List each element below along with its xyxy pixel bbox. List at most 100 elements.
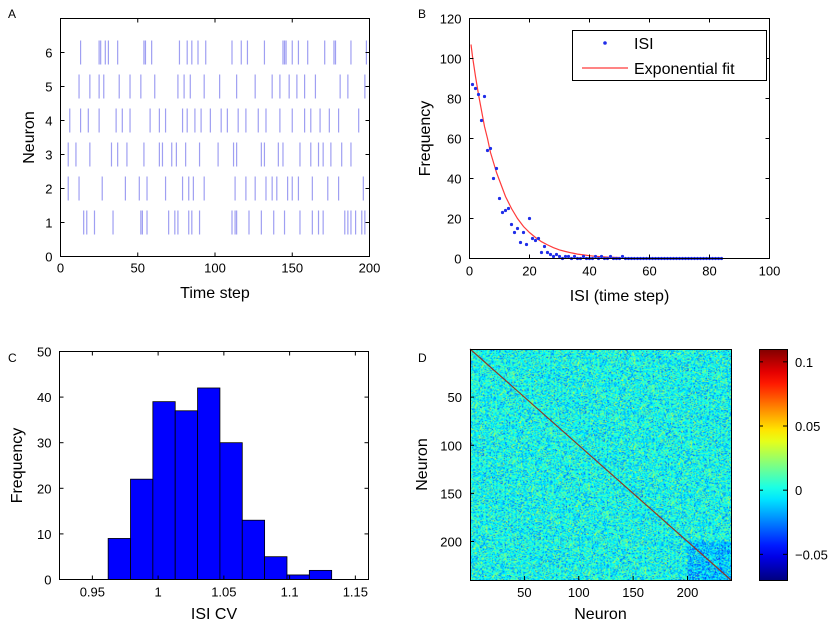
y-axis-label: Neuron (414, 438, 431, 490)
isi-point (488, 146, 493, 151)
isi-point (482, 94, 487, 99)
x-tick-label: 200 (677, 585, 699, 600)
colorbar-frame (759, 349, 788, 581)
y-tick-label: 0 (45, 250, 52, 265)
panel-label: B (418, 7, 426, 21)
histogram-bar (197, 387, 221, 580)
y-tick-label: 1 (45, 216, 52, 231)
isi-point (563, 254, 568, 259)
y-tick-label: 100 (440, 52, 462, 67)
y-tick-label: 10 (37, 527, 51, 542)
raster-row-neuron-4 (69, 108, 360, 133)
y-tick-label: 0 (44, 573, 51, 588)
isi-point (473, 86, 478, 91)
x-tick-label: 150 (281, 261, 303, 276)
histogram-bars (107, 387, 333, 580)
axes-frame (470, 349, 732, 581)
x-tick-label: 100 (759, 264, 781, 279)
histogram-bar (241, 519, 266, 580)
isi-points (470, 82, 724, 261)
raster-row-neuron-1 (83, 210, 366, 235)
isi-point (509, 222, 514, 227)
isi-point (536, 236, 541, 241)
histogram-bar (130, 478, 154, 580)
x-tick-label: 0 (466, 264, 473, 279)
y-tick-label: 3 (45, 148, 52, 163)
y-tick-label: 50 (448, 390, 462, 405)
x-tick-label: 0.95 (80, 585, 105, 600)
y-tick-label: 4 (45, 114, 52, 129)
isi-point (593, 254, 598, 259)
x-axis-label: Neuron (574, 606, 626, 623)
isi-point (518, 240, 523, 245)
histogram-bar (219, 442, 243, 580)
histogram-bar (107, 538, 131, 580)
y-tick-label: 40 (37, 390, 51, 405)
legend-marker-isi (603, 41, 607, 45)
panel-label: D (418, 351, 427, 365)
histogram-bar (174, 410, 198, 580)
y-tick-label: 50 (37, 345, 51, 360)
y-tick-label: 80 (447, 92, 461, 107)
y-tick-label: 5 (45, 80, 52, 95)
histogram-bar (286, 574, 310, 580)
isi-point (599, 254, 604, 259)
raster-spikes (67, 40, 368, 235)
raster-row-neuron-2 (67, 176, 364, 201)
panel-d-weight-matrix: 50 100 150 200 50 100 150 200 Neuron Neuron D 0.1 0.… (414, 348, 828, 623)
isi-point (470, 82, 475, 87)
y-tick-label: 120 (440, 12, 462, 27)
y-tick-label: 100 (440, 438, 462, 453)
y-tick-label: 20 (447, 212, 461, 227)
isi-point (566, 254, 571, 259)
colorbar-tick-label: 0.1 (795, 355, 813, 370)
isi-point (506, 206, 511, 211)
heatmap-diagonal (469, 348, 732, 581)
x-axis-label: Time step (180, 285, 250, 302)
isi-point (521, 230, 526, 235)
isi-point (497, 196, 502, 201)
x-tick-label: 50 (131, 261, 145, 276)
isi-point (572, 254, 577, 259)
isi-point (491, 176, 496, 181)
histogram-bar (264, 556, 288, 580)
x-tick-label: 1.05 (211, 585, 236, 600)
x-tick-label: 50 (517, 585, 531, 600)
raster-row-neuron-6 (79, 40, 368, 65)
isi-point (542, 244, 547, 249)
raster-row-neuron-3 (67, 142, 352, 167)
isi-point (581, 254, 586, 259)
isi-point (533, 238, 538, 243)
isi-point (620, 254, 625, 259)
y-tick-label: 6 (45, 46, 52, 61)
y-axis-label: Neuron (21, 111, 38, 163)
y-tick-label: 2 (45, 182, 52, 197)
y-tick-label: 40 (447, 172, 461, 187)
x-tick-label: 1.15 (343, 585, 368, 600)
legend: ISI Exponential fit (572, 30, 767, 81)
isi-point (500, 210, 505, 215)
isi-point (557, 254, 562, 259)
histogram-bar (308, 569, 333, 580)
x-tick-label: 150 (622, 585, 644, 600)
x-tick-label: 1 (154, 585, 161, 600)
isi-point (485, 148, 490, 153)
y-tick-label: 20 (37, 481, 51, 496)
colorbar (759, 349, 787, 580)
x-tick-label: 0 (57, 261, 64, 276)
isi-point (551, 254, 556, 259)
axes-frame (59, 351, 369, 580)
x-tick-label: 200 (359, 261, 381, 276)
colorbar-tick-label: 0.05 (795, 419, 820, 434)
isi-point (476, 92, 481, 97)
isi-point (539, 250, 544, 255)
isi-point (545, 250, 550, 255)
panel-label: A (8, 7, 16, 21)
x-tick-label: 80 (702, 264, 716, 279)
isi-point (554, 252, 559, 257)
isi-point (527, 216, 532, 221)
y-tick-label: 60 (447, 132, 461, 147)
panel-c-cv-histogram: 0.95 1 1.05 1.1 1.15 0 10 20 30 40 50 ISI CV Frequen… (8, 345, 369, 623)
x-tick-label: 100 (204, 261, 226, 276)
